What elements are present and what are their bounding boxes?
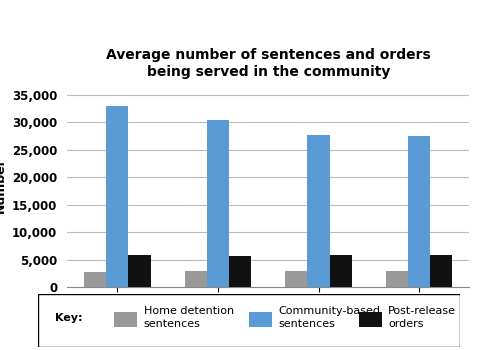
Text: Key:: Key: <box>55 313 83 323</box>
Text: Community-based
sentences: Community-based sentences <box>279 307 381 329</box>
Bar <box>106 106 128 287</box>
Bar <box>229 256 251 287</box>
FancyBboxPatch shape <box>114 312 137 327</box>
FancyBboxPatch shape <box>38 294 460 346</box>
Bar <box>128 255 150 287</box>
Bar <box>285 271 308 287</box>
Bar <box>207 120 229 287</box>
Bar <box>386 272 408 287</box>
Y-axis label: Number: Number <box>0 158 6 214</box>
Bar <box>330 255 352 287</box>
Bar <box>430 255 452 287</box>
Bar <box>408 136 430 287</box>
Bar <box>308 135 330 287</box>
Title: Average number of sentences and orders
being served in the community: Average number of sentences and orders b… <box>106 48 431 79</box>
Text: Home detention
sentences: Home detention sentences <box>144 307 234 329</box>
FancyBboxPatch shape <box>359 312 382 327</box>
Text: Post-release
orders: Post-release orders <box>388 307 456 329</box>
Bar <box>185 271 207 287</box>
FancyBboxPatch shape <box>249 312 272 327</box>
Bar <box>84 272 106 287</box>
X-axis label: Financial year: Financial year <box>219 315 318 328</box>
